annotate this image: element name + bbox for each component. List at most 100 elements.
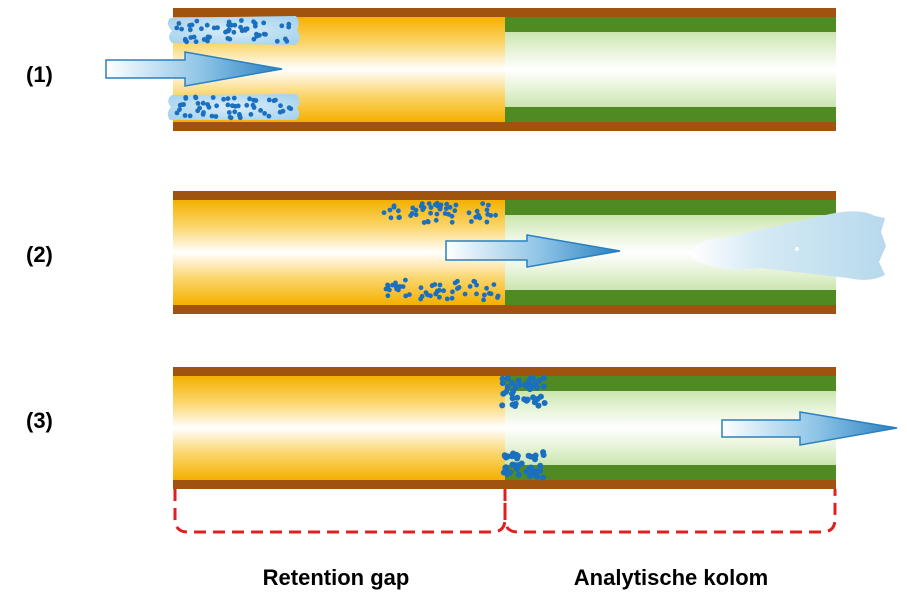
particle-icon bbox=[452, 280, 458, 286]
particle-icon bbox=[189, 22, 195, 28]
particle-icon bbox=[176, 21, 182, 26]
tube-3-particles-top bbox=[499, 375, 548, 409]
particle-icon bbox=[449, 219, 455, 225]
tube-1-particles-top bbox=[174, 18, 292, 45]
particle-icon bbox=[278, 103, 283, 109]
particle-icon bbox=[509, 395, 516, 402]
particle-icon bbox=[476, 212, 481, 218]
particle-icon bbox=[530, 375, 536, 382]
particle-icon bbox=[261, 31, 267, 37]
tube-1-wall-top bbox=[173, 8, 836, 17]
particle-icon bbox=[504, 384, 511, 391]
particle-icon bbox=[261, 20, 267, 26]
particle-icon bbox=[523, 468, 530, 475]
particle-icon bbox=[515, 471, 522, 478]
particle-icon bbox=[381, 210, 387, 216]
particle-icon bbox=[512, 400, 519, 407]
particle-icon bbox=[450, 289, 455, 295]
particle-icon bbox=[503, 465, 509, 472]
particle-icon bbox=[184, 39, 190, 45]
vapor-cloud-icon bbox=[690, 211, 886, 280]
particle-icon bbox=[266, 113, 272, 119]
particle-icon bbox=[195, 108, 201, 114]
particle-icon bbox=[532, 380, 539, 387]
particle-icon bbox=[252, 23, 258, 29]
particle-icon bbox=[540, 383, 547, 390]
particle-icon bbox=[433, 217, 439, 223]
tube-1 bbox=[105, 8, 836, 131]
analytical-column-label: Analytische kolom bbox=[574, 565, 768, 590]
particle-icon bbox=[248, 112, 254, 117]
particle-icon bbox=[499, 402, 506, 409]
particle-icon bbox=[484, 285, 489, 291]
particle-icon bbox=[523, 383, 530, 390]
particle-icon bbox=[512, 383, 519, 390]
particle-icon bbox=[226, 19, 232, 25]
particle-icon bbox=[232, 109, 238, 115]
particle-icon bbox=[514, 394, 521, 401]
particle-icon bbox=[484, 219, 490, 225]
particle-icon bbox=[262, 111, 267, 116]
particle-icon bbox=[418, 285, 424, 291]
particle-icon bbox=[174, 25, 180, 31]
particle-icon bbox=[510, 450, 517, 457]
particle-icon bbox=[188, 35, 194, 40]
tube-3-stationary-phase-top bbox=[505, 376, 836, 391]
particle-icon bbox=[187, 27, 193, 33]
particle-icon bbox=[266, 97, 272, 103]
particle-icon bbox=[428, 293, 433, 299]
particle-icon bbox=[250, 102, 256, 108]
particle-icon bbox=[211, 25, 217, 31]
tube-3 bbox=[173, 367, 898, 489]
particle-icon bbox=[421, 220, 427, 225]
step-label-1: (1) bbox=[26, 62, 53, 87]
particle-icon bbox=[504, 375, 511, 382]
particle-icon bbox=[428, 210, 433, 216]
tube-2-wall-top bbox=[173, 191, 836, 200]
particle-icon bbox=[187, 113, 193, 119]
particle-icon bbox=[449, 213, 455, 219]
particle-icon bbox=[177, 107, 182, 112]
particle-icon bbox=[509, 461, 516, 468]
particle-icon bbox=[532, 452, 539, 459]
particle-icon bbox=[453, 202, 459, 208]
particle-icon bbox=[523, 397, 530, 404]
particle-icon bbox=[474, 291, 479, 297]
particle-icon bbox=[443, 206, 449, 212]
particle-icon bbox=[271, 98, 277, 104]
particle-icon bbox=[488, 213, 494, 218]
particle-icon bbox=[491, 282, 497, 287]
particle-icon bbox=[535, 402, 542, 409]
particle-icon bbox=[200, 100, 206, 106]
particle-icon bbox=[205, 102, 211, 107]
particle-icon bbox=[231, 95, 237, 101]
tube-3-stationary-phase-bottom bbox=[505, 465, 836, 480]
particle-icon bbox=[244, 102, 250, 108]
particle-icon bbox=[242, 27, 248, 33]
particle-icon bbox=[472, 279, 478, 285]
particle-icon bbox=[423, 290, 429, 295]
particle-icon bbox=[387, 287, 392, 293]
particle-icon bbox=[228, 115, 234, 121]
particle-icon bbox=[204, 22, 210, 28]
particle-icon bbox=[438, 202, 444, 208]
particle-icon bbox=[510, 388, 517, 395]
particle-icon bbox=[396, 208, 401, 214]
particle-icon bbox=[221, 96, 227, 102]
tube-2-particles-top bbox=[381, 200, 498, 225]
particle-icon bbox=[232, 22, 238, 28]
particle-icon bbox=[391, 203, 397, 209]
particle-icon bbox=[403, 277, 408, 283]
particle-icon bbox=[257, 32, 262, 38]
analytical-column-bracket bbox=[503, 489, 837, 534]
tube-2-particles-bottom bbox=[383, 277, 501, 303]
particle-icon bbox=[237, 115, 243, 121]
particle-icon bbox=[174, 110, 180, 116]
particle-icon bbox=[433, 291, 439, 297]
particle-icon bbox=[495, 293, 501, 299]
particle-icon bbox=[426, 201, 432, 207]
particle-icon bbox=[239, 18, 244, 23]
particle-icon bbox=[400, 284, 406, 289]
particle-icon bbox=[387, 207, 393, 213]
particle-icon bbox=[214, 103, 220, 109]
